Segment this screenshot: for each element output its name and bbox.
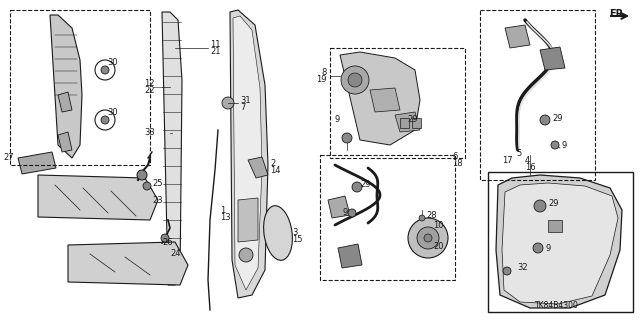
Polygon shape: [370, 88, 400, 112]
Text: 27: 27: [3, 153, 14, 162]
Circle shape: [95, 110, 115, 130]
Polygon shape: [496, 175, 622, 308]
Text: 5: 5: [516, 148, 522, 157]
Circle shape: [533, 243, 543, 253]
Text: FR.: FR.: [609, 9, 627, 19]
Text: 13: 13: [220, 212, 230, 221]
Circle shape: [137, 170, 147, 180]
Text: 16: 16: [525, 163, 536, 172]
Text: 29: 29: [407, 115, 417, 124]
Text: TK84B4300: TK84B4300: [535, 301, 579, 310]
Polygon shape: [505, 25, 530, 48]
Circle shape: [408, 218, 448, 258]
Text: 18: 18: [452, 158, 463, 167]
Circle shape: [540, 115, 550, 125]
Polygon shape: [395, 112, 420, 132]
Text: 11: 11: [210, 39, 221, 49]
Bar: [330, 48, 465, 158]
Text: 33: 33: [144, 127, 155, 137]
Text: 29: 29: [552, 114, 563, 123]
Polygon shape: [238, 198, 258, 242]
Polygon shape: [68, 242, 188, 285]
Polygon shape: [58, 92, 72, 112]
Text: 22: 22: [145, 85, 155, 94]
Circle shape: [419, 215, 425, 221]
Circle shape: [222, 97, 234, 109]
Circle shape: [352, 182, 362, 192]
Circle shape: [348, 73, 362, 87]
Circle shape: [417, 227, 439, 249]
Polygon shape: [328, 196, 350, 218]
Text: 21: 21: [210, 46, 221, 55]
Ellipse shape: [264, 206, 292, 260]
Text: 8: 8: [322, 68, 327, 76]
Polygon shape: [338, 244, 362, 268]
Text: 6: 6: [452, 151, 458, 161]
Polygon shape: [340, 52, 420, 145]
Bar: [10, 10, 150, 165]
Polygon shape: [502, 183, 618, 304]
Text: 9: 9: [335, 115, 340, 124]
Polygon shape: [50, 15, 82, 158]
Text: 32: 32: [517, 263, 527, 273]
Bar: [400, 118, 409, 128]
Polygon shape: [233, 16, 262, 290]
Circle shape: [551, 141, 559, 149]
Text: 29: 29: [548, 198, 559, 207]
Circle shape: [503, 267, 511, 275]
Text: 30: 30: [107, 58, 118, 67]
Text: 14: 14: [270, 165, 280, 174]
Text: 9: 9: [343, 207, 348, 217]
Text: 7: 7: [240, 102, 245, 111]
Circle shape: [424, 234, 432, 242]
Text: 12: 12: [145, 78, 155, 87]
Text: 30: 30: [107, 108, 118, 117]
Text: 9: 9: [562, 140, 567, 149]
Text: 17: 17: [502, 156, 513, 164]
Text: 15: 15: [292, 235, 303, 244]
Bar: [548, 220, 562, 232]
Text: 19: 19: [317, 75, 327, 84]
Bar: [412, 118, 421, 128]
Circle shape: [101, 116, 109, 124]
Circle shape: [161, 234, 169, 242]
Polygon shape: [18, 152, 56, 174]
Circle shape: [342, 133, 352, 143]
Text: 9: 9: [545, 244, 550, 252]
Text: 23: 23: [152, 196, 163, 204]
Text: 3: 3: [292, 228, 298, 236]
Text: 31: 31: [240, 95, 251, 105]
Polygon shape: [248, 157, 268, 178]
Text: 4: 4: [525, 156, 531, 164]
Polygon shape: [540, 47, 565, 70]
Text: 25: 25: [152, 179, 163, 188]
Circle shape: [341, 66, 369, 94]
Polygon shape: [162, 12, 182, 285]
Text: 2: 2: [270, 158, 275, 167]
Bar: [480, 10, 595, 180]
Polygon shape: [230, 10, 268, 298]
Polygon shape: [38, 175, 158, 220]
Circle shape: [101, 66, 109, 74]
Bar: [488, 172, 633, 312]
Text: 10: 10: [433, 220, 444, 229]
Text: 28: 28: [426, 211, 436, 220]
Circle shape: [348, 209, 356, 217]
Circle shape: [143, 182, 151, 190]
Polygon shape: [58, 132, 72, 152]
Circle shape: [239, 248, 253, 262]
Circle shape: [95, 60, 115, 80]
Bar: [320, 155, 455, 280]
Text: 29: 29: [360, 180, 371, 188]
Text: 26: 26: [162, 237, 173, 246]
Text: 1: 1: [220, 205, 225, 214]
Text: 20: 20: [433, 242, 444, 251]
Text: 24: 24: [170, 249, 180, 258]
Circle shape: [534, 200, 546, 212]
